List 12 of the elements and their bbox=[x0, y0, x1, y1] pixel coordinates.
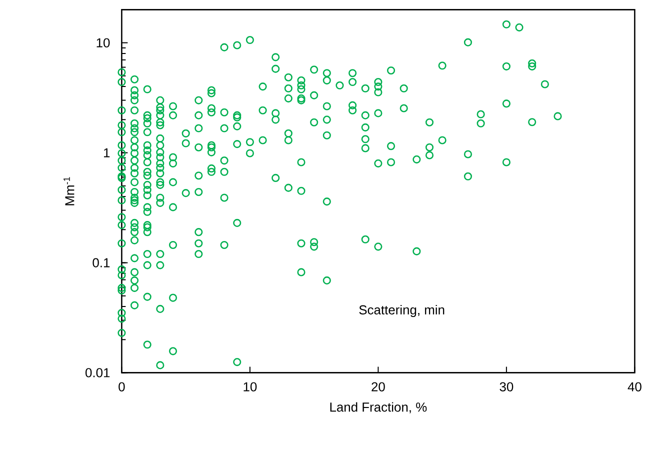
y-tick-label: 1 bbox=[104, 148, 110, 158]
annotation: Scattering, min bbox=[359, 304, 444, 318]
x-tick-label: 10 bbox=[244, 382, 257, 392]
x-tick-label: 40 bbox=[628, 382, 642, 392]
y-axis-title: Mm$^{-1}$ bbox=[64, 177, 74, 206]
x-tick-label: 0 bbox=[118, 382, 125, 392]
y-tick-label: 10 bbox=[96, 38, 110, 48]
x-tick-label: 20 bbox=[372, 382, 385, 392]
x-tick-label: 30 bbox=[500, 382, 514, 392]
y-tick-label: 0.1 bbox=[92, 258, 110, 268]
y-tick-label: 0.01 bbox=[86, 368, 110, 378]
x-axis-title: Land Fraction, % bbox=[330, 402, 427, 414]
